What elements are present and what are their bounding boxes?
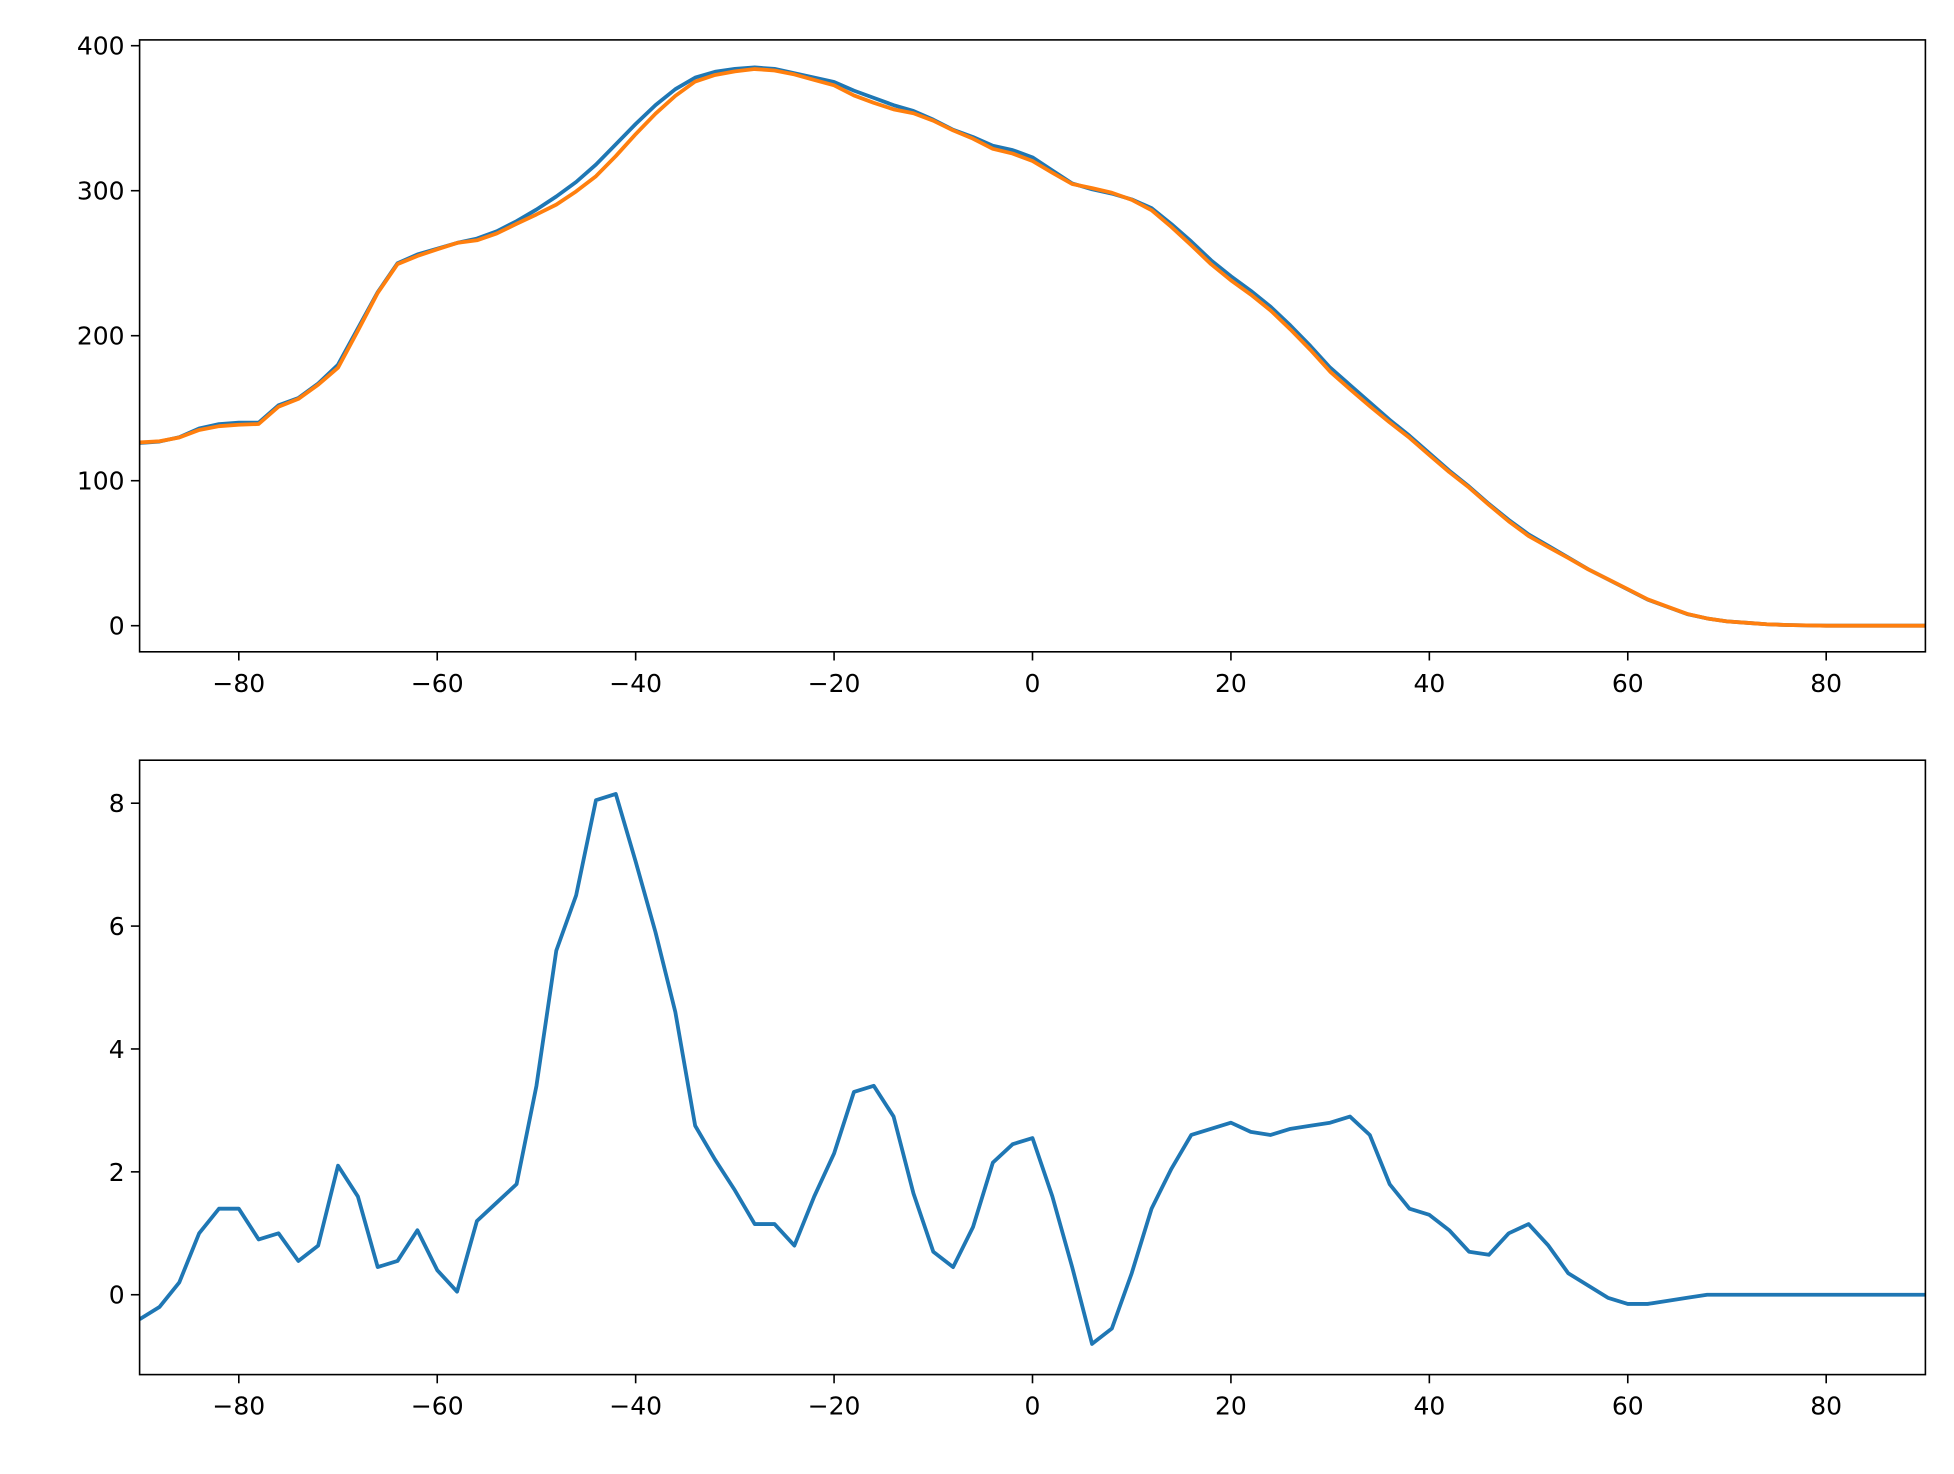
- data-line: [139, 792, 1926, 1346]
- x-tick-label: 20: [1215, 1392, 1247, 1421]
- x-tick-label: −20: [808, 669, 861, 698]
- axes-frame: [138, 759, 1927, 1376]
- data-line: [139, 67, 1926, 628]
- x-tick-label: −40: [609, 669, 662, 698]
- y-tick-label: 2: [109, 1158, 125, 1187]
- y-tick-label: 0: [109, 1281, 125, 1310]
- x-tick-label: 40: [1413, 669, 1445, 698]
- x-tick-label: 60: [1612, 1392, 1644, 1421]
- y-tick-label: 0: [109, 612, 125, 641]
- y-tick-label: 4: [109, 1035, 125, 1064]
- x-tick-label: −60: [411, 1392, 464, 1421]
- x-tick-label: 80: [1810, 1392, 1842, 1421]
- y-tick-label: 8: [109, 789, 125, 818]
- y-tick-label: 100: [77, 467, 125, 496]
- data-line: [139, 65, 1926, 628]
- x-tick-label: 40: [1413, 1392, 1445, 1421]
- x-tick-label: 80: [1810, 669, 1842, 698]
- y-tick-label: 300: [77, 177, 125, 206]
- x-tick-label: −40: [609, 1392, 662, 1421]
- axes-frame: [138, 39, 1927, 653]
- x-tick-label: 0: [1025, 669, 1041, 698]
- x-tick-label: 0: [1025, 1392, 1041, 1421]
- y-tick-label: 400: [77, 32, 125, 61]
- x-tick-label: −60: [411, 669, 464, 698]
- x-tick-label: 20: [1215, 669, 1247, 698]
- x-tick-label: −80: [212, 1392, 265, 1421]
- x-tick-label: −80: [212, 669, 265, 698]
- x-tick-label: −20: [808, 1392, 861, 1421]
- x-tick-label: 60: [1612, 669, 1644, 698]
- y-tick-label: 200: [77, 322, 125, 351]
- y-tick-label: 6: [109, 912, 125, 941]
